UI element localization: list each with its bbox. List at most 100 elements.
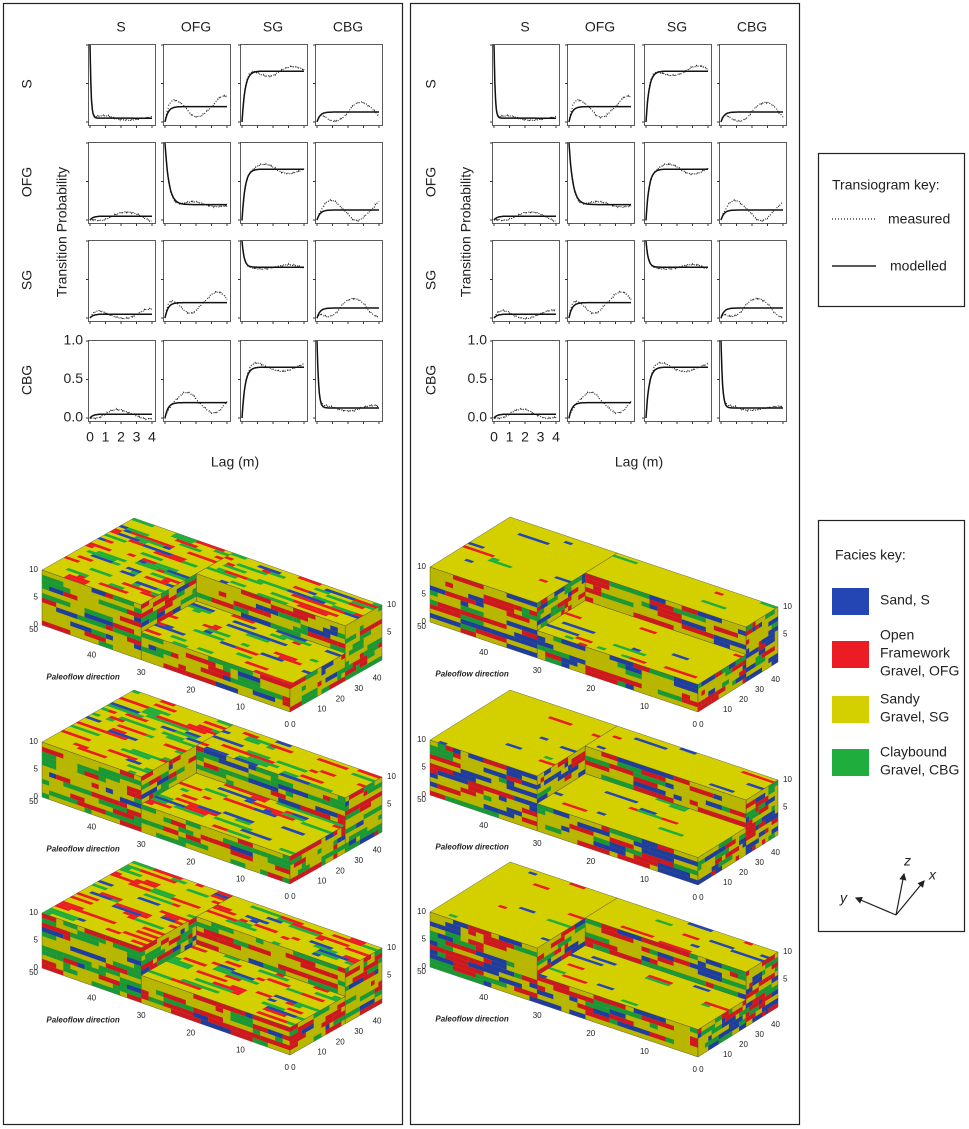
measured-curve (493, 44, 557, 123)
axis-number: 10 (387, 772, 396, 781)
facies-cell (564, 602, 569, 609)
y-tick-label: 0.0 (64, 409, 84, 425)
facies-cell (163, 663, 186, 676)
measured-curve (241, 240, 305, 272)
facies-cell (771, 804, 775, 812)
facies-cell (126, 553, 137, 558)
facies-cell (60, 729, 92, 742)
facies-cell (768, 780, 778, 791)
facies-cell (152, 868, 184, 881)
facies-cell (234, 646, 260, 656)
facies-cell (633, 840, 650, 851)
facies-cell (255, 977, 266, 982)
facies-cell (547, 594, 558, 606)
facies-cell (363, 954, 371, 963)
facies-cell (646, 974, 674, 985)
facies-cell (445, 795, 476, 811)
axis-number: 0 0 (692, 1065, 704, 1074)
axis-number: 30 (755, 685, 764, 694)
facies-cell (348, 642, 364, 656)
transiogram-cell (492, 240, 560, 322)
transiogram-cell (567, 142, 635, 224)
facies-cell (529, 950, 538, 958)
axis-number: 5 (34, 593, 39, 602)
facies-cell (301, 691, 318, 706)
facies-cell (157, 600, 173, 615)
facies-cell (713, 591, 725, 596)
facies-cell (367, 650, 375, 660)
facies-cell (739, 1008, 746, 1018)
axis-number: 50 (417, 967, 426, 976)
facies-cell (540, 601, 548, 610)
facies-cell (270, 604, 286, 615)
facies-cell (348, 837, 357, 847)
transiogram-cell (88, 340, 156, 422)
facies-cell (144, 628, 163, 636)
facies-cell (437, 923, 461, 936)
facies-cell (564, 942, 569, 950)
facies-cell (663, 666, 698, 679)
facies-cell (270, 941, 282, 946)
facies-cell (280, 812, 307, 822)
y-axis-label: Transition Probability (458, 167, 474, 297)
facies-cell (758, 642, 766, 652)
facies-cell (625, 1019, 634, 1027)
facies-cell (105, 787, 113, 795)
facies-cell (746, 986, 753, 995)
facies-cell (460, 627, 476, 638)
facies-cell (371, 979, 375, 987)
axis-number: 0 0 (284, 892, 296, 901)
facies-cell (265, 745, 277, 750)
transiogram-cell (644, 142, 712, 224)
facies-cell (210, 729, 221, 734)
facies-cell (233, 605, 249, 615)
facies-cell (321, 850, 334, 862)
facies-cell (65, 568, 90, 578)
facies-cell (194, 540, 227, 552)
facies-cell (537, 644, 570, 660)
facies-cell (222, 797, 256, 810)
axis-number: 50 (29, 968, 38, 977)
axis-number: 30 (354, 684, 363, 693)
facies-cell (506, 620, 522, 630)
facies-cell (657, 611, 682, 624)
facies-label: Claybound (880, 744, 947, 760)
facies-cell (107, 583, 126, 590)
facies-cell (210, 961, 222, 966)
facies-cell (42, 963, 50, 971)
transiogram-cell (163, 142, 231, 224)
facies-cell (374, 952, 382, 962)
facies-cell (127, 711, 145, 718)
facies-cell (746, 662, 756, 673)
facies-cell (300, 821, 333, 834)
facies-cell (270, 780, 279, 789)
axis-number: 10 (640, 702, 649, 711)
facies-cell (203, 762, 219, 772)
facies-cell (282, 695, 290, 703)
facies-cell (290, 677, 302, 690)
facies-cell (84, 612, 113, 627)
facies-cell (127, 539, 145, 546)
row-label: CBG (19, 365, 35, 395)
axis-number: 0 0 (692, 720, 704, 729)
facies-cell (130, 690, 142, 695)
modelled-curve (645, 240, 708, 268)
facies-cell (212, 892, 223, 897)
key-title: Facies key: (835, 547, 906, 563)
facies-cell (196, 763, 227, 779)
facies-cell (131, 582, 142, 587)
facies-cell (601, 1006, 610, 1014)
facies-cell (159, 916, 177, 923)
facies-cell (430, 744, 453, 757)
facies-cell (269, 633, 287, 641)
axis-number: 40 (87, 823, 96, 832)
facies-cell (211, 906, 238, 916)
facies-cell (223, 570, 249, 580)
facies-cell (230, 991, 242, 996)
facies-cell (367, 963, 379, 975)
facies-cell (290, 593, 324, 606)
facies-cell (141, 600, 150, 610)
facies-cell (149, 591, 160, 597)
measured-curve (720, 295, 784, 320)
facies-cell (208, 837, 231, 850)
